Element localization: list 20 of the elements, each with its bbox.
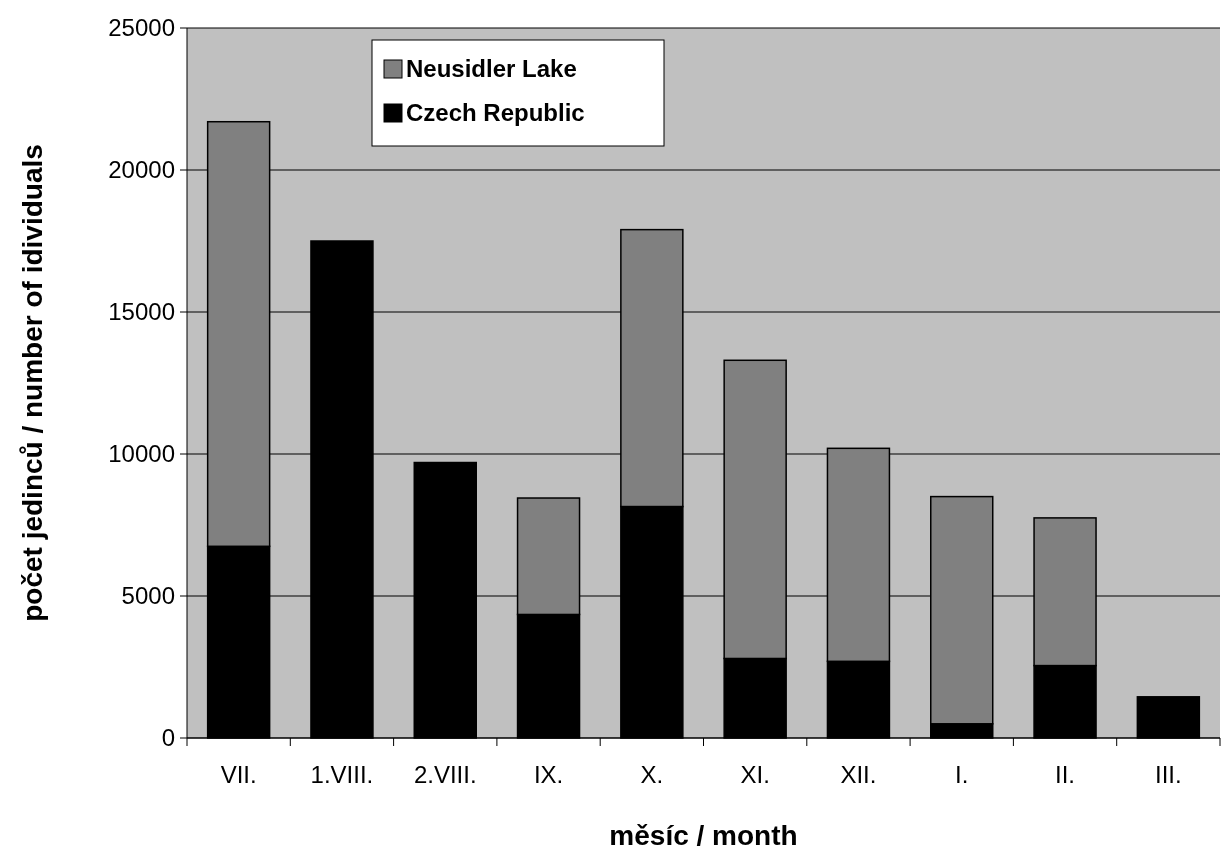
x-tick-label: XI. <box>740 761 770 788</box>
y-tick-label: 5000 <box>121 582 175 610</box>
x-tick-label: 1.VIII. <box>310 761 374 788</box>
y-axis-title: počet jedinců / number of idividuals <box>17 144 48 622</box>
x-axis-title: měsíc / month <box>609 820 798 851</box>
y-tick-label: 25000 <box>108 14 175 42</box>
legend-label: Czech Republic <box>406 99 585 127</box>
x-tick-label: III. <box>1155 761 1182 788</box>
x-tick-label: X. <box>640 761 664 788</box>
legend-label: Neusidler Lake <box>406 55 577 83</box>
x-tick-label: 2.VIII. <box>413 761 477 788</box>
y-tick-label: 10000 <box>108 440 175 468</box>
y-tick-label: 15000 <box>108 298 175 326</box>
x-tick-label: XII. <box>840 761 877 788</box>
x-tick-label: I. <box>955 761 969 788</box>
y-tick-label: 20000 <box>108 156 175 184</box>
x-tick-label: IX. <box>533 761 564 788</box>
x-tick-label: VII. <box>220 761 257 788</box>
y-tick-label: 0 <box>161 724 175 752</box>
x-tick-label: II. <box>1055 761 1076 788</box>
